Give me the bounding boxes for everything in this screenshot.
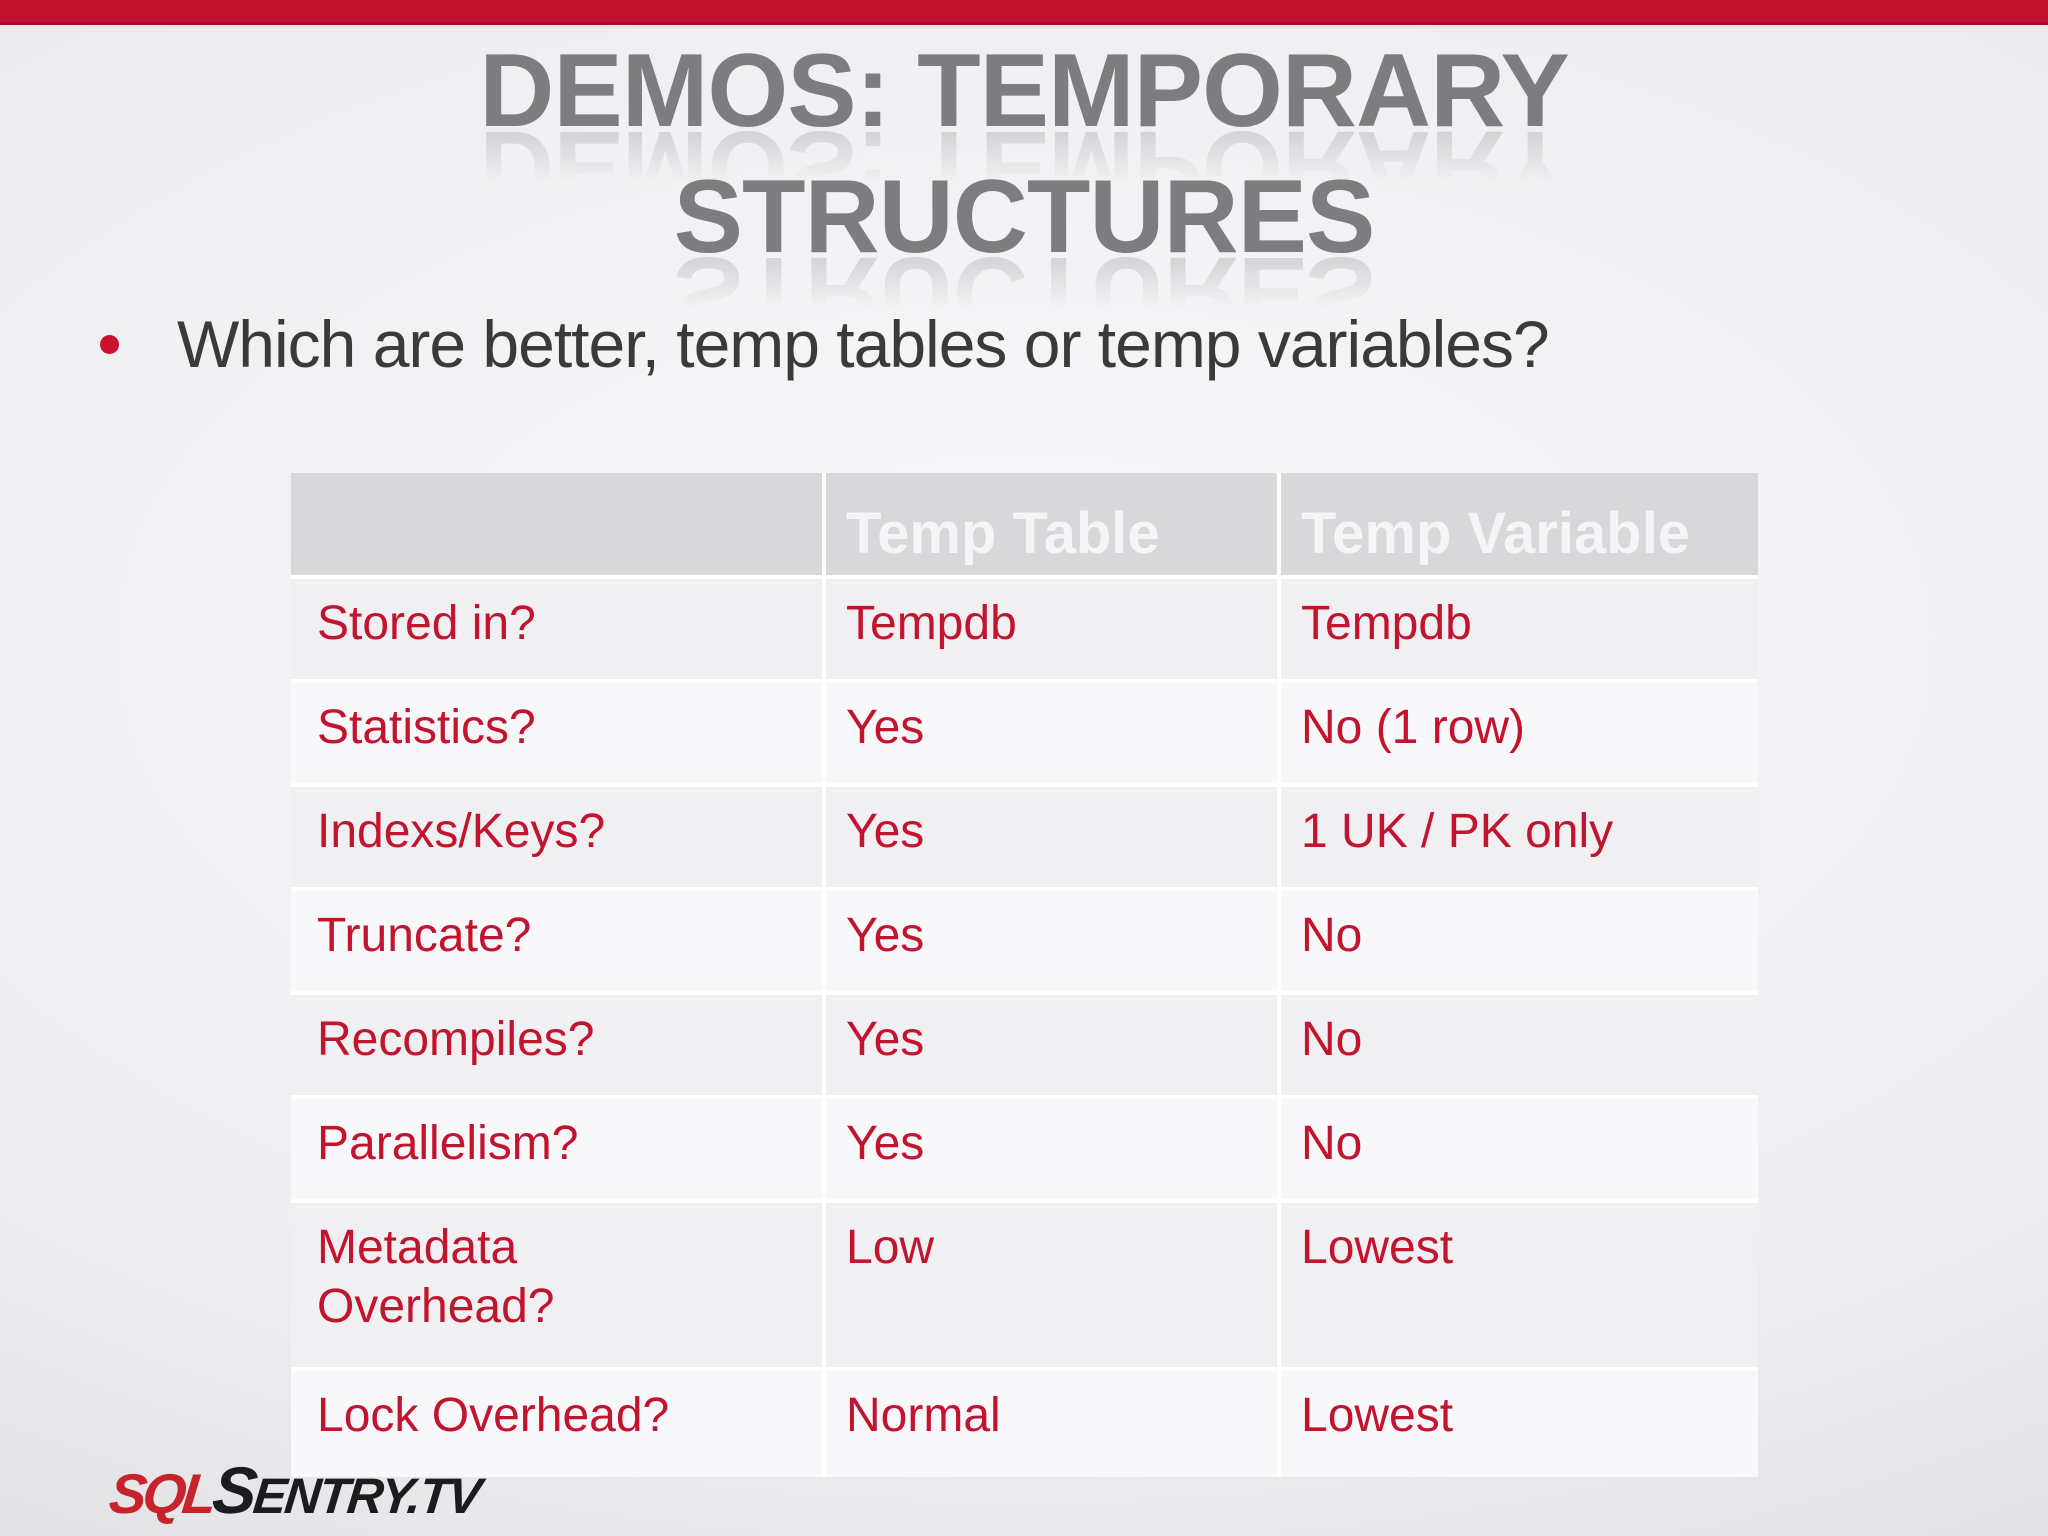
table-cell: Yes [826, 787, 1277, 887]
row-label: Truncate? [291, 891, 822, 991]
row-label: Stored in? [291, 579, 822, 679]
bullet-dot-icon [100, 335, 119, 354]
table-header-temp-table: Temp Table [826, 473, 1277, 575]
slide-title-line2: STRUCTURES [673, 159, 1376, 275]
table-cell: Tempdb [1281, 579, 1758, 679]
row-label: Recompiles? [291, 995, 822, 1095]
comparison-table: Temp Table Temp Variable Stored in? Temp… [291, 473, 1758, 1477]
table-cell: 1 UK / PK only [1281, 787, 1758, 887]
table-cell: Normal [826, 1371, 1277, 1477]
table-cell: Lowest [1281, 1371, 1758, 1477]
row-label: Indexs/Keys? [291, 787, 822, 887]
row-label: Metadata Overhead? [291, 1203, 822, 1367]
table-cell: Yes [826, 683, 1277, 783]
table-cell: Lowest [1281, 1203, 1758, 1367]
row-label: Lock Overhead? [291, 1371, 822, 1477]
table-header-empty [291, 473, 822, 575]
table-cell: Low [826, 1203, 1277, 1367]
table-cell: Yes [826, 891, 1277, 991]
table-cell: No (1 row) [1281, 683, 1758, 783]
row-label: Statistics? [291, 683, 822, 783]
top-accent-bar [0, 0, 2048, 25]
slide-title-line1: DEMOS: TEMPORARY [479, 33, 1570, 149]
bullet-text: Which are better, temp tables or temp va… [177, 307, 1550, 381]
table-cell: No [1281, 995, 1758, 1095]
bullet-item: Which are better, temp tables or temp va… [100, 306, 1550, 382]
table-cell: Tempdb [826, 579, 1277, 679]
row-label: Parallelism? [291, 1099, 822, 1199]
logo-sql-text: SQL [106, 1462, 217, 1525]
table-cell: Yes [826, 1099, 1277, 1199]
table-header-temp-variable: Temp Variable [1281, 473, 1758, 575]
table-cell: No [1281, 1099, 1758, 1199]
table-cell: Yes [826, 995, 1277, 1095]
table-cell: No [1281, 891, 1758, 991]
